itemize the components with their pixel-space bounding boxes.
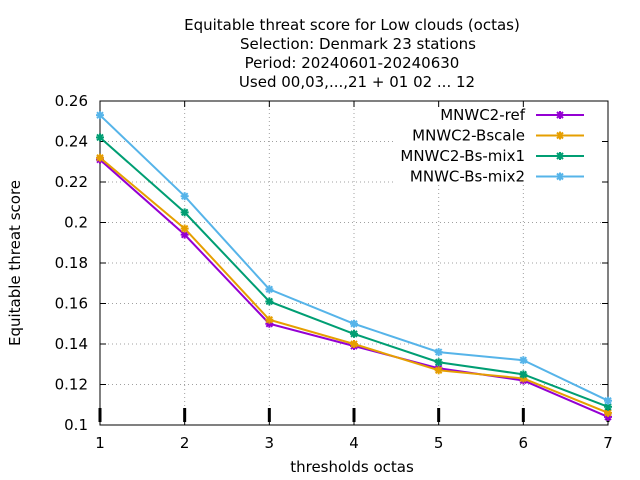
x-tick-label: 3	[265, 434, 275, 452]
y-tick-label: 0.2	[64, 214, 88, 232]
legend-entry-3: MNWC2-Bs-mix1	[400, 147, 584, 165]
legend: MNWC2-ref MNWC2-Bscale MNWC2-Bs-mix1 MNWC-B…	[400, 106, 584, 186]
x-tick-label: 7	[603, 434, 613, 452]
y-tick-label: 0.16	[55, 295, 88, 313]
legend-label: MNWC-Bs-mix2	[410, 168, 525, 186]
legend-entry-4: MNWC-Bs-mix2	[410, 168, 584, 186]
data-point	[265, 285, 274, 294]
y-tick-label: 0.22	[55, 173, 88, 191]
x-tick-label: 6	[519, 434, 529, 452]
y-tick-label: 0.12	[55, 376, 88, 394]
x-tick-label: 2	[180, 434, 190, 452]
y-tick-label: 0.1	[64, 416, 88, 434]
legend-marker	[556, 172, 564, 181]
data-point	[180, 208, 189, 217]
x-tick-label: 4	[349, 434, 359, 452]
data-point	[180, 224, 189, 233]
grid	[100, 101, 608, 425]
data-point	[350, 340, 358, 348]
legend-marker	[556, 152, 564, 160]
series-4	[96, 111, 612, 405]
x-tick-label: 5	[434, 434, 444, 452]
legend-label: MNWC2-Bscale	[412, 127, 525, 145]
data-point	[604, 396, 612, 405]
data-point	[434, 366, 443, 375]
x-tick-label: 1	[95, 434, 105, 452]
data-point	[180, 230, 189, 239]
data-point	[96, 111, 104, 119]
y-tick-label: 0.26	[55, 92, 88, 110]
legend-entry-1: MNWC2-ref	[440, 106, 584, 124]
data-point	[96, 153, 104, 162]
chart-title: Equitable threat score for Low clouds (o…	[184, 16, 520, 91]
data-point	[350, 330, 358, 338]
title-line-1: Equitable threat score for Low clouds (o…	[184, 16, 520, 34]
title-line-2: Selection: Denmark 23 stations	[240, 35, 476, 53]
y-tick-label: 0.14	[55, 335, 88, 353]
series-3	[96, 133, 612, 411]
data-point	[265, 315, 274, 324]
legend-marker	[556, 131, 564, 140]
legend-entry-2: MNWC2-Bscale	[412, 127, 584, 145]
legend-label: MNWC2-ref	[440, 106, 525, 124]
axes: 0.1 0.12 0.14 0.16 0.18 0.2 0.22 0.24 0.26 1 2 3 4 5 6…	[55, 92, 613, 452]
series-2	[96, 153, 612, 417]
data-point	[180, 192, 189, 200]
legend-marker	[556, 111, 564, 119]
title-line-4: Used 00,03,...,21 + 01 02 ... 12	[239, 73, 475, 91]
y-tick-label: 0.24	[55, 133, 88, 151]
data-point	[604, 403, 612, 411]
y-tick-label: 0.18	[55, 254, 88, 272]
legend-label: MNWC2-Bs-mix1	[400, 147, 525, 165]
data-point	[519, 370, 528, 379]
y-axis-label: Equitable threat score	[6, 180, 24, 346]
series-layer	[96, 111, 612, 421]
data-point	[350, 320, 358, 328]
x-axis-label: thresholds octas	[290, 458, 414, 476]
data-point	[434, 348, 443, 356]
data-point	[434, 358, 443, 366]
data-point	[265, 297, 274, 306]
data-point	[96, 133, 104, 142]
title-line-3: Period: 20240601-20240630	[245, 54, 460, 72]
data-point	[519, 356, 528, 364]
data-point	[604, 409, 612, 417]
